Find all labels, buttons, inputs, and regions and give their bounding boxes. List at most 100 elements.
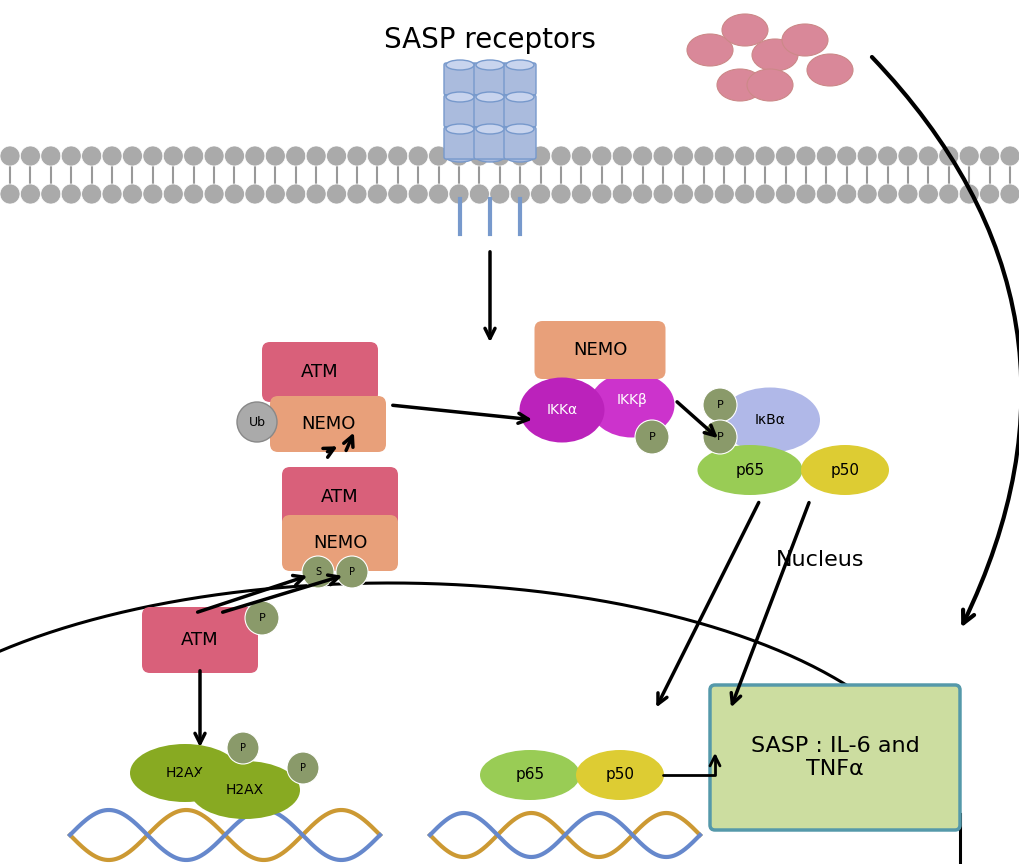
Ellipse shape <box>697 445 802 495</box>
Circle shape <box>236 402 277 442</box>
Ellipse shape <box>782 24 827 56</box>
Circle shape <box>61 184 82 204</box>
Circle shape <box>41 146 61 166</box>
Text: P: P <box>716 400 722 410</box>
Circle shape <box>917 146 937 166</box>
Circle shape <box>163 146 183 166</box>
Ellipse shape <box>505 120 534 130</box>
Circle shape <box>102 184 122 204</box>
FancyBboxPatch shape <box>262 342 378 402</box>
Ellipse shape <box>476 120 503 130</box>
Text: S: S <box>315 567 321 577</box>
Circle shape <box>754 184 774 204</box>
Circle shape <box>265 184 285 204</box>
Circle shape <box>489 146 510 166</box>
FancyBboxPatch shape <box>503 127 535 159</box>
Ellipse shape <box>445 120 474 130</box>
Circle shape <box>937 184 958 204</box>
Circle shape <box>978 184 999 204</box>
Circle shape <box>224 146 245 166</box>
Circle shape <box>611 146 632 166</box>
Circle shape <box>897 146 917 166</box>
Circle shape <box>408 184 428 204</box>
Text: ATM: ATM <box>301 363 338 381</box>
Circle shape <box>937 146 958 166</box>
Circle shape <box>702 420 737 454</box>
Circle shape <box>20 146 41 166</box>
Circle shape <box>326 184 346 204</box>
Circle shape <box>285 184 306 204</box>
Circle shape <box>183 184 204 204</box>
Circle shape <box>734 146 754 166</box>
Text: P: P <box>259 613 265 623</box>
Circle shape <box>530 184 550 204</box>
Ellipse shape <box>505 88 534 98</box>
Ellipse shape <box>190 761 300 819</box>
Text: H2AX: H2AX <box>166 766 204 780</box>
Circle shape <box>102 146 122 166</box>
Circle shape <box>20 184 41 204</box>
Circle shape <box>302 556 333 588</box>
Circle shape <box>82 184 102 204</box>
Circle shape <box>387 146 408 166</box>
Circle shape <box>346 146 367 166</box>
Ellipse shape <box>716 69 762 101</box>
Circle shape <box>163 184 183 204</box>
Circle shape <box>978 146 999 166</box>
FancyBboxPatch shape <box>474 127 505 159</box>
Circle shape <box>550 184 571 204</box>
FancyBboxPatch shape <box>709 685 959 830</box>
Ellipse shape <box>129 744 239 802</box>
Circle shape <box>530 146 550 166</box>
Ellipse shape <box>445 152 474 162</box>
FancyBboxPatch shape <box>281 515 397 571</box>
Circle shape <box>245 184 265 204</box>
Circle shape <box>204 146 224 166</box>
Circle shape <box>836 184 856 204</box>
Circle shape <box>673 184 693 204</box>
Circle shape <box>774 184 795 204</box>
FancyBboxPatch shape <box>281 467 397 527</box>
Text: IKKβ: IKKβ <box>616 393 647 407</box>
Circle shape <box>693 184 713 204</box>
Circle shape <box>122 184 143 204</box>
Circle shape <box>346 184 367 204</box>
Circle shape <box>652 146 673 166</box>
Text: H2AX: H2AX <box>226 783 264 797</box>
Circle shape <box>958 184 978 204</box>
Circle shape <box>815 146 836 166</box>
Text: SASP receptors: SASP receptors <box>384 26 595 54</box>
Circle shape <box>285 146 306 166</box>
Circle shape <box>591 146 611 166</box>
Ellipse shape <box>505 152 534 162</box>
Circle shape <box>632 184 652 204</box>
Text: P: P <box>300 763 306 773</box>
Text: ATM: ATM <box>321 488 359 506</box>
Text: P: P <box>239 743 246 753</box>
Circle shape <box>815 184 836 204</box>
Ellipse shape <box>476 152 503 162</box>
Circle shape <box>204 184 224 204</box>
Circle shape <box>999 184 1019 204</box>
Text: p50: p50 <box>605 767 634 783</box>
Circle shape <box>571 184 591 204</box>
Text: P: P <box>648 432 655 442</box>
FancyBboxPatch shape <box>443 63 476 95</box>
Text: NEMO: NEMO <box>301 415 355 433</box>
Circle shape <box>571 146 591 166</box>
Circle shape <box>591 184 611 204</box>
FancyBboxPatch shape <box>443 95 476 127</box>
Circle shape <box>702 388 737 422</box>
Text: ATM: ATM <box>181 631 219 649</box>
Circle shape <box>335 556 368 588</box>
Circle shape <box>0 146 20 166</box>
FancyBboxPatch shape <box>474 63 505 95</box>
Circle shape <box>245 146 265 166</box>
Text: p65: p65 <box>515 767 544 783</box>
Text: SASP : IL-6 and
TNFα: SASP : IL-6 and TNFα <box>750 736 918 779</box>
Circle shape <box>510 184 530 204</box>
Ellipse shape <box>800 445 889 495</box>
Circle shape <box>999 146 1019 166</box>
Ellipse shape <box>687 34 733 66</box>
Text: P: P <box>716 432 722 442</box>
